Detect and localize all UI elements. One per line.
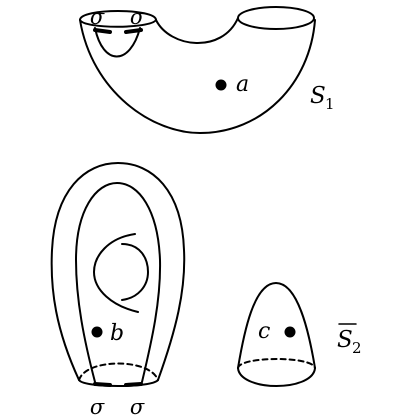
- surface-s1: [79, 6, 316, 134]
- s1-sigma-segment-right: [124, 28, 143, 34]
- surface-b-sigma-segment-right: [124, 382, 143, 387]
- surface-s2-bottom-front: [237, 367, 316, 387]
- surface-b-sigma-label-left: σ: [90, 395, 105, 419]
- point-a-label: a: [236, 72, 249, 97]
- surface-s2: [237, 282, 357, 387]
- point-a-dot: [215, 79, 227, 91]
- surface-s2-bottom-back: [237, 358, 316, 369]
- surface-s1-subscript: 1: [325, 95, 335, 113]
- surface-s1-label: S: [310, 83, 326, 109]
- surface-b-sigma-label-right: σ: [130, 395, 145, 419]
- surface-s2-subscript: 2: [352, 339, 362, 357]
- s1-sigma-label-right: σ: [130, 5, 145, 29]
- point-c-label: c: [258, 319, 270, 344]
- s1-right-opening: [237, 6, 315, 30]
- surface-b-bottom-front: [78, 379, 159, 387]
- s1-inner-cup: [94, 27, 141, 58]
- point-b-dot: [91, 326, 103, 338]
- surface-b-sigma-segment-left: [93, 382, 112, 387]
- surface-b-outer-outline: [50, 162, 186, 381]
- s1-saddle-curve: [155, 17, 239, 44]
- s1-sigma-label-left: σ: [90, 5, 105, 29]
- surface-b-handle-inner: [121, 243, 149, 301]
- surface-b: [50, 162, 186, 387]
- surface-s2-cap-outline: [237, 282, 316, 369]
- s1-outer-outline: [79, 19, 316, 134]
- point-c-dot: [284, 326, 296, 338]
- surface-b-bottom-back: [78, 362, 159, 381]
- point-b-label: b: [110, 321, 124, 346]
- surface-s2-label: S: [337, 327, 353, 353]
- s1-left-rim-top: [79, 10, 157, 21]
- s1-sigma-segment-left: [93, 28, 112, 34]
- surface-b-handle-outer: [93, 233, 139, 313]
- s1-left-rim-bottom: [79, 19, 157, 28]
- surface-b-inner-outline: [75, 182, 162, 383]
